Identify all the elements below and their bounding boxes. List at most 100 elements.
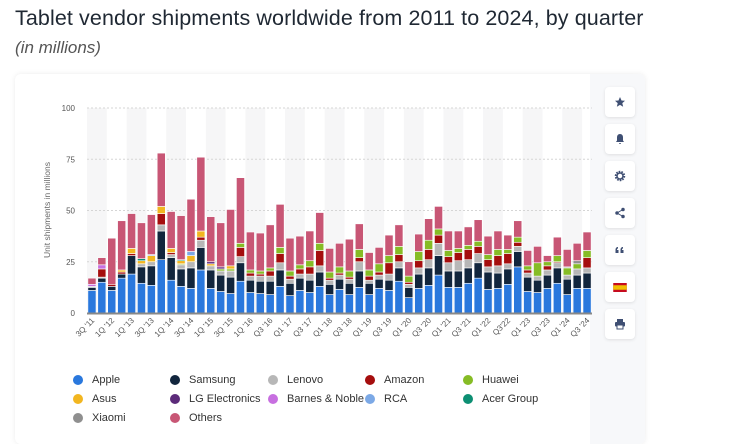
bar-segment-apple[interactable] [364, 294, 374, 314]
bar-segment-huawei[interactable] [394, 246, 404, 255]
bar-segment-others[interactable] [543, 255, 552, 263]
bar-segment-samsung[interactable] [216, 274, 226, 292]
bar-segment-huawei[interactable] [364, 269, 374, 277]
bar-segment-others[interactable] [166, 211, 176, 249]
bar-segment-amazon[interactable] [384, 262, 394, 275]
bar-segment-samsung[interactable] [275, 269, 285, 287]
bar-stack[interactable] [374, 247, 384, 314]
bar-segment-others[interactable] [255, 232, 265, 272]
bar-segment-huawei[interactable] [295, 264, 305, 270]
bar-segment-samsung[interactable] [345, 282, 354, 295]
bar-segment-huawei[interactable] [374, 263, 384, 273]
bar-segment-apple[interactable] [275, 286, 285, 314]
legend-item[interactable]: Amazon [365, 374, 424, 386]
bar-segment-apple[interactable] [186, 288, 196, 314]
bar-segment-apple[interactable] [295, 290, 305, 314]
bar-segment-lenovo[interactable] [305, 273, 315, 281]
bar-segment-apple[interactable] [354, 287, 364, 314]
bar-segment-asus[interactable] [166, 248, 176, 253]
bar-stack[interactable] [87, 277, 97, 314]
bar-segment-lenovo[interactable] [424, 259, 433, 269]
legend-item[interactable]: Samsung [170, 374, 235, 386]
bar-segment-samsung[interactable] [543, 274, 552, 289]
bar-stack[interactable] [543, 255, 552, 314]
bar-segment-others[interactable] [186, 198, 196, 252]
bar-segment-samsung[interactable] [206, 269, 216, 289]
bar-segment-others[interactable] [216, 222, 226, 268]
bar-segment-apple[interactable] [315, 286, 325, 314]
legend-item[interactable]: Others [170, 412, 222, 424]
bar-segment-others[interactable] [147, 214, 156, 255]
bar-stack[interactable] [325, 248, 334, 314]
bar-stack[interactable] [444, 230, 453, 314]
bar-segment-samsung[interactable] [176, 268, 186, 287]
bar-stack[interactable] [107, 237, 117, 314]
bar-segment-huawei[interactable] [325, 271, 334, 279]
bar-segment-asus[interactable] [156, 206, 166, 214]
legend-item[interactable]: Xiaomi [73, 412, 126, 424]
bar-stack[interactable] [137, 222, 146, 314]
bar-segment-amazon[interactable] [513, 241, 523, 247]
bar-segment-apple[interactable] [384, 290, 394, 314]
bar-segment-lenovo[interactable] [246, 275, 255, 281]
bar-segment-others[interactable] [523, 250, 532, 267]
bar-segment-huawei[interactable] [572, 263, 582, 270]
bar-segment-lenovo[interactable] [236, 256, 245, 264]
bar-segment-huawei[interactable] [305, 260, 315, 268]
bar-segment-apple[interactable] [127, 273, 136, 314]
bar-segment-others[interactable] [473, 219, 483, 242]
bar-segment-others[interactable] [325, 248, 334, 273]
bar-segment-lenovo[interactable] [533, 275, 542, 281]
bar-segment-apple[interactable] [424, 285, 433, 314]
bar-segment-lenovo[interactable] [503, 263, 513, 270]
bar-segment-others[interactable] [414, 233, 424, 252]
bar-stack[interactable] [434, 206, 443, 314]
bar-segment-apple[interactable] [483, 289, 493, 314]
bar-segment-amazon[interactable] [364, 275, 374, 281]
bar-stack[interactable] [285, 237, 295, 314]
bar-stack[interactable] [196, 156, 206, 314]
bar-segment-samsung[interactable] [582, 272, 592, 289]
bar-segment-amazon[interactable] [166, 252, 176, 255]
bar-segment-apple[interactable] [572, 288, 582, 314]
bar-segment-huawei[interactable] [345, 270, 354, 278]
bar-stack[interactable] [463, 226, 473, 314]
bar-segment-others[interactable] [305, 230, 315, 262]
bar-segment-lenovo[interactable] [483, 266, 493, 273]
bar-segment-huawei[interactable] [543, 261, 552, 267]
bar-segment-amazon[interactable] [493, 255, 503, 267]
bar-segment-amazon[interactable] [473, 246, 483, 254]
bar-segment-apple[interactable] [513, 266, 523, 314]
bar-stack[interactable] [562, 249, 572, 314]
bar-stack[interactable] [513, 220, 523, 314]
bar-segment-apple[interactable] [226, 293, 235, 314]
bar-segment-asus[interactable] [147, 255, 156, 263]
bar-stack[interactable] [275, 204, 285, 314]
bar-segment-others[interactable] [285, 237, 295, 272]
notification-button[interactable] [605, 124, 635, 154]
bar-stack[interactable] [523, 250, 532, 314]
bar-segment-samsung[interactable] [186, 267, 196, 289]
bar-segment-apple[interactable] [196, 269, 206, 314]
bar-segment-apple[interactable] [374, 288, 384, 314]
bar-segment-others[interactable] [137, 222, 146, 259]
bar-segment-samsung[interactable] [384, 279, 394, 291]
bar-segment-lenovo[interactable] [543, 269, 552, 276]
bar-segment-huawei[interactable] [473, 240, 483, 247]
bar-segment-lenovo[interactable] [295, 273, 305, 279]
bar-segment-lenovo[interactable] [354, 261, 364, 272]
bar-segment-amazon[interactable] [374, 271, 384, 276]
bar-segment-lenovo[interactable] [434, 243, 443, 256]
bar-stack[interactable] [572, 243, 582, 314]
bar-segment-huawei[interactable] [483, 254, 493, 260]
bar-segment-samsung[interactable] [166, 257, 176, 281]
bar-stack[interactable] [315, 212, 325, 314]
bar-segment-lenovo[interactable] [176, 264, 186, 270]
bar-stack[interactable] [216, 222, 226, 314]
bar-stack[interactable] [156, 152, 166, 314]
bar-segment-asus[interactable] [137, 260, 146, 265]
bar-stack[interactable] [414, 233, 424, 314]
legend-item[interactable]: Acer Group [463, 393, 538, 405]
bar-segment-apple[interactable] [265, 294, 275, 314]
bar-segment-apple[interactable] [414, 288, 424, 314]
